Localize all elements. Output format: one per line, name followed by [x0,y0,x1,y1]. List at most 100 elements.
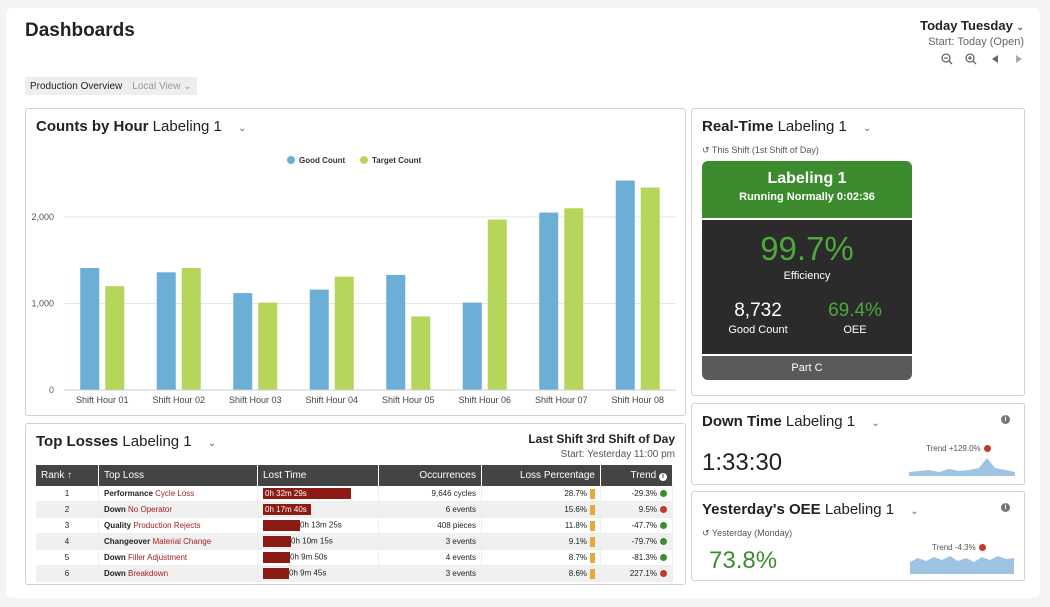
realtime-card: Real-Time Labeling 1 ⌄ ↺ This Shift (1st… [691,108,1025,396]
downtime-card: Down Time Labeling 1 ⌄ i 1:33:30 Trend +… [691,403,1025,485]
loss-reason[interactable]: Cycle Loss [155,489,195,498]
machine-status-panel: Labeling 1 Running Normally 0:02:36 [702,161,912,218]
next-icon[interactable] [1012,52,1026,66]
chevron-down-icon[interactable]: ⌄ [871,418,880,429]
efficiency-value: 99.7% [760,230,854,267]
occurrences-cell: 3 events [378,533,482,550]
loss-reason[interactable]: Material Change [152,537,212,546]
chevron-down-icon[interactable]: ⌄ [863,123,872,134]
loss-cell: Down No Operator [98,501,258,518]
card-title: Top Losses Labeling 1 ⌄ [36,433,217,450]
bar-good [309,289,329,390]
bar-good [386,274,406,390]
bar-target [411,316,431,390]
loss-category: Performance [104,489,153,498]
loss-reason[interactable]: Filler Adjustment [128,553,188,562]
trend-dot [660,554,667,562]
realtime-subtitle: ↺ This Shift (1st Shift of Day) [702,145,819,155]
top-losses-card: Top Losses Labeling 1 ⌄ Last Shift 3rd S… [25,423,686,585]
yoee-subtitle: ↺ Yesterday (Monday) [702,528,793,538]
trend-cell: -47.7% [600,517,673,534]
table-row[interactable]: 4 Changeover Material Change 0h 10m 15s 3 e… [36,533,673,550]
lost-time-value: 0h 17m 40s [265,505,307,514]
chevron-down-icon[interactable]: ⌄ [1016,22,1024,32]
loss-cell: Down Filler Adjustment [98,549,258,566]
table-row[interactable]: 6 Down Breakdown 0h 9m 45s 3 events 8.6% 227.… [36,565,673,582]
date-main[interactable]: Today Tuesday [920,18,1013,33]
tab-local-view[interactable]: Local View ⌄ [132,80,192,92]
prev-icon[interactable] [988,52,1002,66]
lost-time-value: 0h 13m 25s [300,520,342,530]
info-icon[interactable]: i [659,472,667,481]
chevron-down-icon[interactable]: ⌄ [207,438,217,449]
col-top-loss[interactable]: Top Loss [98,465,258,486]
info-icon[interactable]: i [1001,503,1010,512]
page-title: Dashboards [25,20,135,41]
date-sub: Start: Today (Open) [928,36,1024,48]
loss-pct-bar [590,536,595,547]
part-label: Part C [702,356,912,380]
loss-reason[interactable]: Production Rejects [133,521,201,530]
trend-dot [660,522,667,530]
loss-cell: Changeover Material Change [98,533,258,550]
bar-good [80,267,100,390]
loss-pct-cell: 11.8% [481,517,601,534]
loss-pct-bar [590,520,595,531]
loss-pct-cell: 15.6% [481,501,601,518]
x-tick-label: Shift Hour 07 [535,395,588,405]
lost-time-cell: 0h 9m 45s [257,565,379,582]
y-tick-label: 0 [49,385,54,395]
legend-marker [360,156,368,164]
table-row[interactable]: 5 Down Filler Adjustment 0h 9m 50s 4 events… [36,549,673,566]
sort-up-icon[interactable]: ↑ [67,470,73,481]
chevron-down-icon[interactable]: ⌄ [238,123,247,134]
col-occurrences[interactable]: Occurrences [378,465,482,486]
rank-cell: 1 [36,486,99,502]
trend-dot [660,506,667,514]
machine-status: Running Normally 0:02:36 [739,191,875,203]
lost-time-cell: 0h 13m 25s [257,517,379,534]
zoom-out-icon[interactable] [940,52,954,66]
lost-time-value: 0h 10m 15s [291,536,333,546]
loss-reason[interactable]: Breakdown [128,569,169,578]
loss-cell: Quality Production Rejects [98,517,258,534]
table-row[interactable]: 1 Performance Cycle Loss 0h 32m 29s 9,646 c… [36,486,673,502]
bar-target [564,208,584,390]
efficiency-label: Efficiency [783,270,831,282]
x-tick-label: Shift Hour 08 [611,395,664,405]
rank-cell: 3 [36,517,99,534]
history-icon: ↺ [702,145,710,155]
loss-pct-bar [590,568,595,579]
col-lost-time[interactable]: Lost Time [257,465,379,486]
chevron-down-icon[interactable]: ⌄ [910,506,919,517]
good-count-stat: 8,732 Good Count [728,300,788,336]
loss-reason[interactable]: No Operator [128,505,173,514]
efficiency-panel: 99.7% Efficiency 8,732 Good Count 69.4% … [702,220,912,354]
yoee-sparkline [910,556,1014,574]
trend-cell: -79.7% [600,533,673,550]
bar-good [462,302,482,390]
loss-category: Down [104,569,126,578]
col-loss-percentage[interactable]: Loss Percentage [481,465,601,486]
chevron-down-icon[interactable]: ⌄ [183,80,192,92]
date-selector[interactable]: Today Tuesday ⌄ Start: Today (Open) [920,18,1024,48]
col-rank[interactable]: Rank ↑ [36,465,99,486]
col-trend[interactable]: Trend i [600,465,673,486]
loss-category: Down [104,553,126,562]
rank-cell: 6 [36,565,99,582]
info-icon[interactable]: i [1001,415,1010,424]
rank-cell: 4 [36,533,99,550]
table-row[interactable]: 3 Quality Production Rejects 0h 13m 25s 408… [36,517,673,534]
trend-cell: 227.1% [600,565,673,582]
loss-category: Changeover [104,537,151,546]
yesterday-oee-card: Yesterday's OEE Labeling 1 ⌄ i ↺ Yesterd… [691,491,1025,581]
table-row[interactable]: 2 Down No Operator 0h 17m 40s 6 events 15.6%… [36,501,673,518]
history-icon: ↺ [702,528,710,538]
bar-target [258,302,278,390]
x-tick-label: Shift Hour 02 [152,395,205,405]
bar-good [156,272,176,390]
tab-production-overview[interactable]: Production Overview [30,80,123,92]
downtime-value: 1:33:30 [702,449,783,476]
x-tick-label: Shift Hour 05 [382,395,435,405]
zoom-in-icon[interactable] [964,52,978,66]
